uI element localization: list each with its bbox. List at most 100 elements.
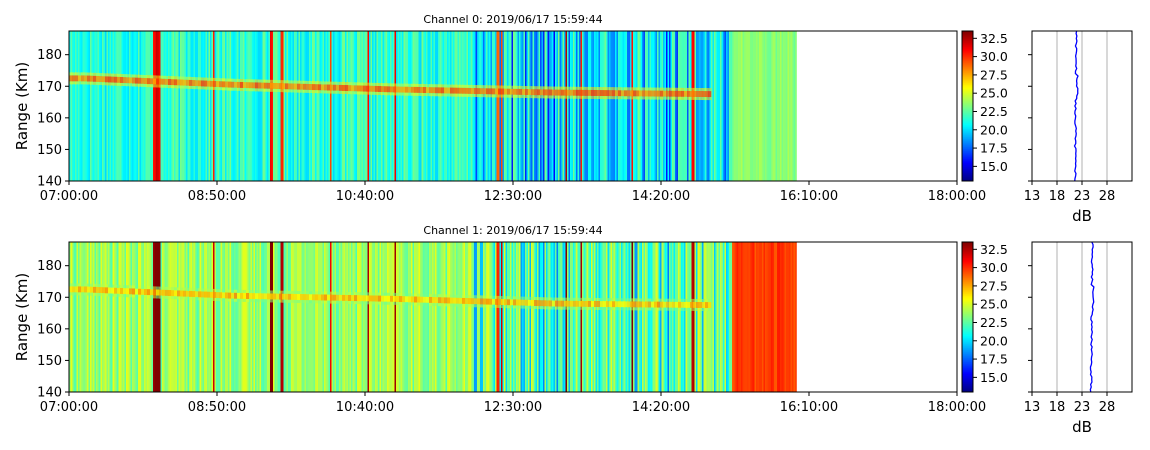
echo-trace-segment	[294, 299, 298, 303]
echo-trace-segment	[321, 90, 325, 94]
echo-trace-segment	[528, 89, 532, 96]
heatmap-column	[475, 31, 478, 181]
heatmap-column	[367, 242, 370, 392]
echo-trace-segment	[90, 75, 94, 82]
echo-trace-segment	[459, 303, 463, 307]
echo-trace-segment	[516, 299, 520, 306]
y-tick-label: 150	[37, 143, 62, 158]
echo-trace-segment	[480, 88, 484, 95]
echo-trace-segment	[108, 82, 112, 86]
echo-trace-segment	[549, 95, 553, 99]
echo-trace-segment	[123, 294, 127, 298]
echo-trace-segment	[705, 302, 709, 309]
echo-trace-segment	[411, 302, 415, 306]
echo-trace-segment	[246, 292, 250, 299]
echo-trace-segment	[495, 298, 499, 305]
colorbar-cell	[962, 89, 973, 92]
colorbar-cell	[962, 173, 973, 176]
heatmap-column	[69, 31, 71, 181]
heatmap-column	[622, 242, 625, 392]
echo-trace-segment	[315, 300, 319, 304]
y-tick-label: 140	[37, 175, 62, 190]
echo-trace-segment	[603, 298, 607, 302]
heatmap-column	[331, 242, 334, 392]
echo-trace-segment	[498, 94, 502, 98]
heatmap-column	[684, 242, 686, 392]
heatmap-column	[451, 242, 454, 392]
echo-trace-segment	[276, 89, 280, 93]
heatmap-column	[240, 242, 242, 392]
colorbar-cell	[962, 260, 973, 263]
echo-trace-segment	[387, 83, 391, 87]
echo-trace-segment	[267, 293, 271, 300]
echo-trace-segment	[519, 85, 523, 89]
echo-trace-segment	[393, 295, 397, 302]
echo-trace-segment	[543, 95, 547, 99]
echo-trace-segment	[438, 297, 442, 304]
heatmap-column	[474, 242, 476, 392]
echo-trace-segment	[519, 88, 523, 95]
colorbar-cell	[962, 272, 973, 275]
echo-trace-segment	[537, 297, 541, 301]
echo-trace-segment	[177, 79, 181, 86]
echo-trace-segment	[483, 85, 487, 89]
heatmap-column	[787, 31, 790, 181]
echo-trace-segment	[207, 86, 211, 90]
echo-trace-segment	[147, 78, 151, 85]
echo-trace-segment	[324, 294, 328, 301]
heatmap-column	[199, 242, 202, 392]
colorbar-tick-label: 20.0	[980, 333, 1008, 348]
echo-trace-segment	[408, 293, 412, 297]
echo-trace-segment	[381, 92, 385, 96]
echo-trace-segment	[471, 87, 475, 94]
echo-trace-segment	[576, 86, 580, 90]
echo-trace-segment	[291, 83, 295, 90]
echo-trace-segment	[657, 298, 661, 302]
echo-trace-segment	[513, 94, 517, 98]
heatmap-column	[454, 31, 457, 181]
heatmap-column	[568, 31, 571, 181]
heatmap-column	[88, 31, 91, 181]
echo-trace-segment	[315, 84, 319, 91]
echo-trace-segment	[285, 290, 289, 294]
echo-trace-segment	[90, 292, 94, 296]
echo-trace-segment	[534, 297, 538, 301]
echo-trace-segment	[405, 293, 409, 297]
heatmap-column	[640, 242, 643, 392]
heatmap-column	[561, 242, 563, 392]
heatmap-column	[742, 242, 745, 392]
echo-trace-segment	[513, 88, 517, 95]
heatmap-column	[391, 242, 394, 392]
echo-trace-segment	[597, 96, 601, 100]
heatmap-column	[450, 242, 452, 392]
echo-trace-segment	[405, 296, 409, 303]
heatmap-column	[775, 242, 778, 392]
heatmap-column	[318, 31, 320, 181]
heatmap-column	[432, 242, 434, 392]
echo-trace-segment	[315, 291, 319, 295]
echo-trace-segment	[117, 76, 121, 83]
profile-line	[1073, 30, 1079, 182]
heatmap-column	[478, 242, 481, 392]
echo-trace-segment	[666, 298, 670, 302]
heatmap-column	[319, 31, 322, 181]
heatmap-column	[112, 31, 115, 181]
echo-trace-segment	[186, 290, 190, 297]
echo-trace-segment	[564, 86, 568, 90]
colorbar-tick-label: 30.0	[980, 49, 1008, 64]
echo-trace-segment	[72, 72, 76, 76]
echo-trace-segment	[429, 84, 433, 88]
echo-trace-segment	[690, 96, 694, 100]
echo-trace-segment	[222, 289, 226, 293]
heatmap-column	[679, 31, 682, 181]
heatmap-column	[315, 31, 317, 181]
echo-trace-segment	[159, 84, 163, 88]
echo-trace-segment	[402, 293, 406, 297]
echo-trace-segment	[279, 290, 283, 294]
echo-trace-segment	[609, 96, 613, 100]
echo-trace-segment	[507, 88, 511, 95]
heatmap-column	[546, 242, 548, 392]
colorbar-cell	[962, 41, 973, 44]
heatmap-column	[325, 31, 328, 181]
echo-trace-segment	[516, 305, 520, 309]
